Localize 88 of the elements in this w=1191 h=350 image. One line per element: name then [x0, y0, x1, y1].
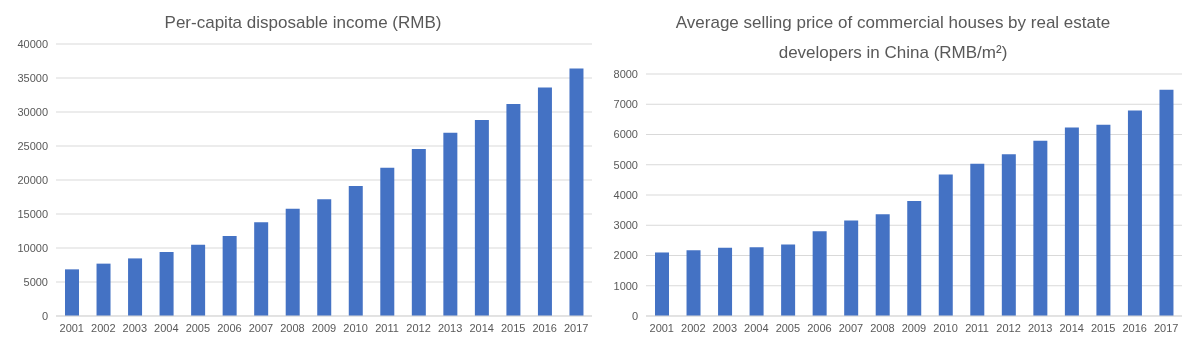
x-tick-label: 2001	[649, 321, 675, 334]
bar	[254, 222, 269, 316]
x-tick-label: 2007	[248, 321, 274, 334]
bar	[812, 231, 827, 316]
bar	[1127, 110, 1142, 316]
y-tick-label: 2000	[613, 249, 638, 262]
bar	[1001, 154, 1016, 316]
y-tick-label: 10000	[17, 241, 48, 254]
y-tick-label: 8000	[613, 67, 638, 80]
x-tick-label: 2014	[1059, 321, 1084, 334]
bar	[159, 251, 174, 316]
y-tick-label: 7000	[613, 98, 638, 111]
y-tick-label: 5000	[23, 275, 48, 288]
bar	[443, 132, 458, 316]
bar	[1033, 140, 1048, 316]
bar	[875, 214, 890, 316]
y-tick-label: 25000	[17, 139, 48, 152]
x-tick-label: 2011	[965, 321, 989, 334]
bar	[970, 163, 985, 316]
bar	[569, 68, 584, 316]
y-tick-label: 0	[41, 309, 48, 322]
bar	[749, 247, 764, 316]
bar	[317, 199, 332, 316]
x-tick-label: 2005	[775, 321, 801, 334]
x-tick-label: 2015	[500, 321, 526, 334]
x-tick-label: 2004	[744, 321, 769, 334]
bar	[1159, 89, 1174, 316]
x-tick-label: 2013	[1027, 321, 1053, 334]
bar	[1064, 127, 1079, 316]
x-tick-label: 2015	[1090, 321, 1116, 334]
x-tick-label: 2005	[185, 321, 211, 334]
x-tick-label: 2016	[532, 321, 557, 334]
x-tick-label: 2008	[870, 321, 895, 334]
x-tick-label: 2012	[406, 321, 431, 334]
bar	[844, 220, 859, 316]
y-tick-label: 30000	[17, 105, 48, 118]
bar	[474, 119, 489, 316]
x-tick-label: 2009	[311, 321, 337, 334]
bar	[506, 103, 521, 316]
y-tick-label: 5000	[613, 158, 638, 171]
x-tick-label: 2002	[91, 321, 116, 334]
x-tick-label: 2016	[1122, 321, 1147, 334]
x-tick-label: 2003	[122, 321, 148, 334]
bar	[348, 186, 363, 316]
bar	[222, 236, 237, 316]
x-tick-label: 2006	[217, 321, 242, 334]
bar	[907, 201, 922, 316]
chart-title: Per-capita disposable income (RMB)	[163, 12, 443, 34]
x-tick-label: 2017	[1153, 321, 1179, 334]
x-tick-label: 2010	[933, 321, 958, 334]
bar	[1096, 124, 1111, 316]
chart-title: Average selling price of commercial houses by real estate developers in China (RMB/m²)	[674, 12, 1112, 64]
x-tick-label: 2017	[563, 321, 589, 334]
x-tick-label: 2006	[807, 321, 832, 334]
x-tick-label: 2001	[59, 321, 85, 334]
x-tick-label: 2012	[996, 321, 1021, 334]
y-tick-label: 1000	[613, 279, 638, 292]
x-tick-label: 2014	[469, 321, 494, 334]
x-tick-label: 2002	[681, 321, 706, 334]
y-tick-label: 6000	[613, 128, 638, 141]
bar	[718, 247, 733, 316]
bar	[380, 167, 395, 316]
bar	[96, 263, 111, 316]
x-tick-label: 2007	[838, 321, 864, 334]
y-tick-label: 0	[631, 309, 638, 322]
y-tick-label: 40000	[17, 37, 48, 50]
bar	[65, 269, 79, 316]
bar	[128, 258, 143, 316]
x-tick-label: 2004	[154, 321, 179, 334]
bar	[781, 244, 796, 316]
y-tick-label: 15000	[17, 207, 48, 220]
bar	[686, 250, 701, 316]
x-tick-label: 2013	[437, 321, 463, 334]
y-tick-label: 4000	[613, 188, 638, 201]
bar	[411, 148, 426, 316]
x-tick-label: 2009	[901, 321, 927, 334]
x-tick-label: 2011	[375, 321, 399, 334]
x-tick-label: 2008	[280, 321, 305, 334]
y-tick-label: 3000	[613, 219, 638, 232]
bar	[191, 244, 206, 316]
bar	[285, 208, 300, 316]
x-tick-label: 2003	[712, 321, 738, 334]
bar	[655, 252, 669, 316]
x-tick-label: 2010	[343, 321, 368, 334]
bar	[537, 87, 552, 316]
y-tick-label: 35000	[17, 71, 48, 84]
bar	[938, 174, 953, 316]
y-tick-label: 20000	[17, 173, 48, 186]
